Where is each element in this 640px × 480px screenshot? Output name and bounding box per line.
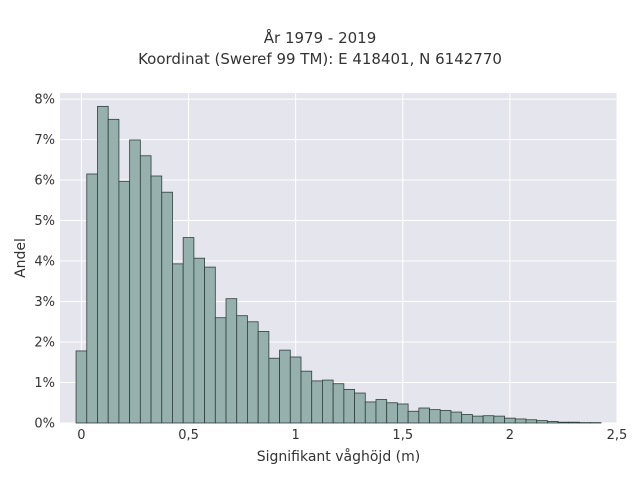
histogram-bar bbox=[150, 175, 163, 424]
histogram-bar bbox=[439, 410, 452, 424]
x-axis-label: Signifikant våghöjd (m) bbox=[257, 448, 420, 465]
histogram-bar bbox=[364, 401, 377, 424]
histogram-bar bbox=[322, 379, 334, 424]
histogram-bar bbox=[546, 420, 559, 424]
histogram-bar bbox=[279, 349, 291, 424]
chart-title: År 1979 - 2019 bbox=[263, 29, 377, 47]
histogram-bar bbox=[536, 420, 548, 424]
y-axis-ticks: 0% 1% 2% 3% 4% 5% 6% 7% 8% bbox=[34, 93, 55, 432]
histogram-bar bbox=[504, 417, 516, 424]
histogram-bar bbox=[450, 411, 463, 424]
histogram-bar bbox=[429, 409, 441, 424]
histogram-bar bbox=[557, 421, 570, 424]
histogram-bar bbox=[182, 237, 195, 424]
histogram-bar bbox=[107, 118, 120, 424]
histogram-bar bbox=[268, 357, 280, 424]
histogram-bar bbox=[397, 403, 409, 424]
histogram-bar bbox=[343, 388, 355, 424]
y-tick-label: 1% bbox=[34, 376, 55, 391]
x-tick-label: 1 bbox=[292, 428, 300, 443]
y-tick-label: 2% bbox=[34, 336, 55, 351]
histogram-bar bbox=[568, 421, 580, 424]
histogram-bar bbox=[97, 105, 109, 424]
histogram-bar bbox=[493, 415, 505, 424]
histogram-bar bbox=[386, 402, 398, 424]
histogram-bar bbox=[204, 266, 216, 424]
chart-title-block: År 1979 - 2019 Koordinat (Sweref 99 TM):… bbox=[0, 28, 640, 70]
y-tick-label: 5% bbox=[34, 214, 55, 229]
histogram-bar bbox=[311, 380, 323, 424]
histogram-bar bbox=[482, 415, 495, 424]
histogram-bar bbox=[289, 356, 302, 424]
histogram-bars bbox=[75, 105, 602, 424]
histogram-bar bbox=[86, 173, 98, 424]
x-tick-label: 1,5 bbox=[392, 428, 413, 443]
histogram-bar bbox=[247, 321, 259, 424]
histogram-bar bbox=[300, 370, 313, 424]
x-tick-label: 2,5 bbox=[607, 428, 628, 443]
histogram-bar bbox=[525, 419, 538, 424]
x-tick-label: 0,5 bbox=[178, 428, 199, 443]
histogram-bar bbox=[75, 350, 88, 424]
histogram-bar bbox=[418, 407, 430, 424]
x-tick-label: 2 bbox=[506, 428, 514, 443]
histogram-bar bbox=[514, 418, 527, 424]
histogram-bar bbox=[461, 414, 473, 424]
histogram-bar bbox=[332, 383, 345, 424]
y-tick-label: 0% bbox=[34, 417, 55, 432]
histogram-bar bbox=[139, 155, 152, 424]
histogram-bar bbox=[118, 180, 131, 424]
y-tick-label: 4% bbox=[34, 255, 55, 270]
histogram-bar bbox=[193, 257, 206, 424]
y-tick-label: 3% bbox=[34, 295, 55, 310]
histogram-bar bbox=[225, 298, 238, 424]
histogram-bar bbox=[257, 331, 270, 424]
histogram-bar bbox=[375, 399, 388, 424]
x-axis-ticks: 0 0,5 1 1,5 2 2,5 bbox=[77, 428, 627, 443]
y-tick-label: 7% bbox=[34, 133, 55, 148]
histogram-bar bbox=[129, 139, 141, 424]
histogram-bar bbox=[161, 191, 173, 424]
y-axis-label: Andel bbox=[13, 238, 29, 278]
histogram-bar bbox=[354, 392, 366, 424]
chart-subtitle: Koordinat (Sweref 99 TM): E 418401, N 61… bbox=[138, 50, 502, 68]
x-tick-label: 0 bbox=[77, 428, 85, 443]
histogram-bar bbox=[214, 317, 227, 424]
histogram-bar bbox=[471, 415, 484, 424]
histogram-bar bbox=[407, 410, 420, 424]
histogram-bar bbox=[172, 263, 184, 424]
y-tick-label: 8% bbox=[34, 93, 55, 108]
y-tick-label: 6% bbox=[34, 174, 55, 189]
histogram-bar bbox=[236, 315, 248, 424]
